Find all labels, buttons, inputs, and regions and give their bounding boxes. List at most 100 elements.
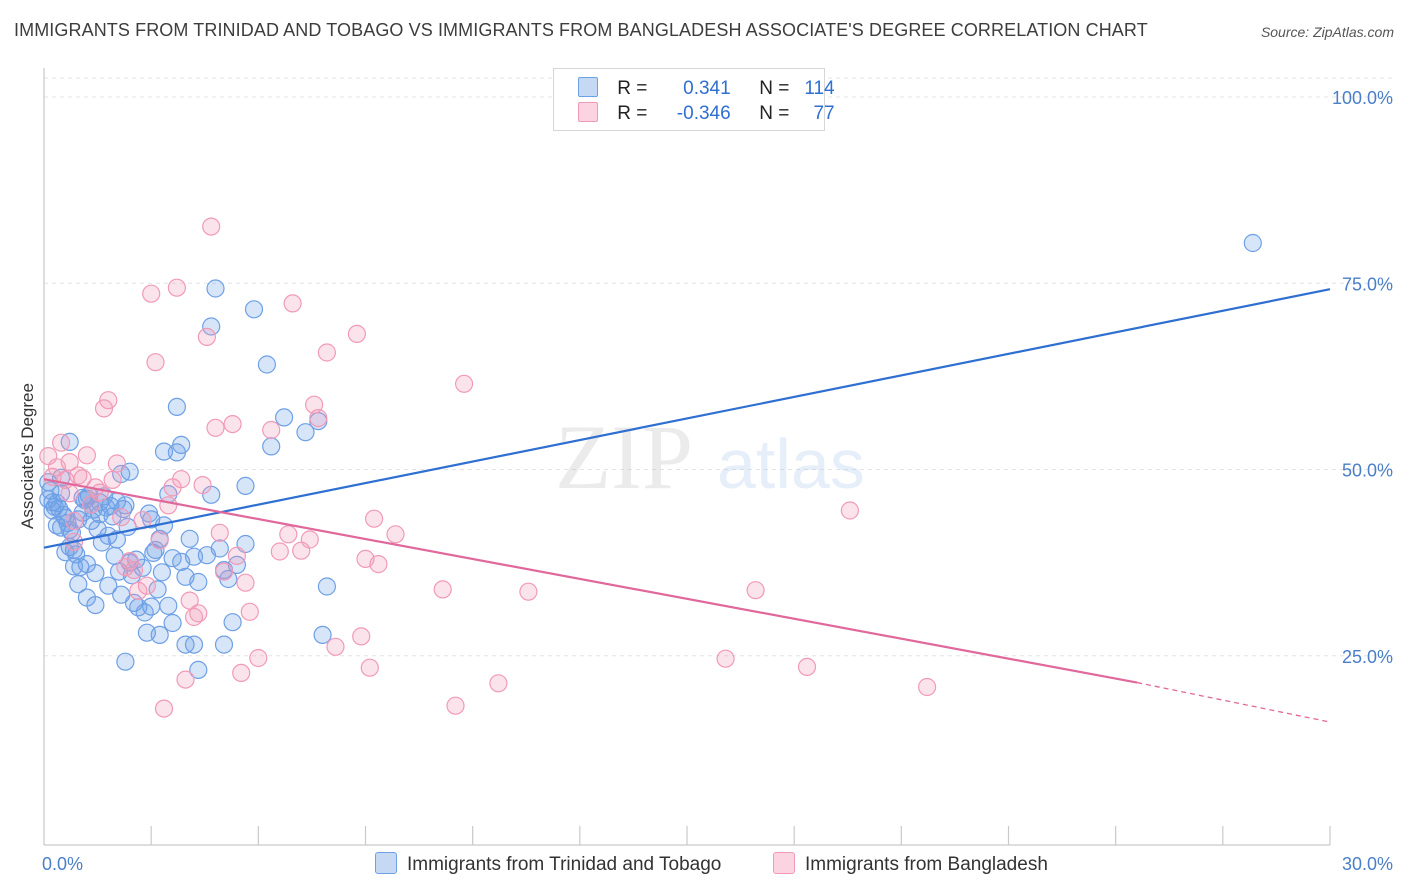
data-point: [189, 572, 208, 592]
data-point: [202, 217, 221, 236]
data-point: [283, 294, 302, 313]
data-point: [99, 576, 118, 595]
data-point: [112, 508, 131, 527]
data-point: [159, 496, 178, 515]
data-point: [172, 470, 191, 489]
data-point: [189, 660, 208, 680]
data-point: [64, 511, 84, 531]
chart-title: IMMIGRANTS FROM TRINIDAD AND TOBAGO VS I…: [14, 20, 1148, 40]
trend-line-extrapolated: [1136, 681, 1331, 723]
data-point: [135, 603, 154, 622]
data-point: [210, 539, 229, 558]
data-point: [150, 531, 169, 550]
data-point: [124, 560, 144, 580]
data-point: [163, 613, 182, 633]
series-bangladesh-points: [39, 217, 937, 718]
data-point: [71, 557, 90, 577]
data-point: [210, 523, 229, 542]
data-point: [232, 663, 251, 683]
data-point: [262, 420, 281, 440]
data-point: [167, 397, 186, 416]
data-point: [116, 652, 135, 671]
chart-source: Source: ZipAtlas.com: [1260, 24, 1394, 40]
data-point: [148, 580, 167, 599]
y-tick-label: 75.0%: [1342, 274, 1393, 294]
data-point: [146, 353, 165, 372]
data-point: [206, 279, 225, 298]
legend-label-trinidad: Immigrants from Trinidad and Tobago: [407, 854, 722, 875]
watermark: ZIP atlas: [555, 406, 865, 508]
legend-item-trinidad[interactable]: Immigrants from Trinidad and Tobago: [375, 852, 721, 876]
data-point: [360, 658, 379, 677]
x-tick-label: 0.0%: [42, 854, 83, 874]
data-point: [137, 576, 156, 595]
legend-swatch-pink: [773, 852, 795, 874]
data-point: [223, 415, 242, 434]
legend-n-label: N =: [759, 78, 790, 99]
data-point: [54, 505, 73, 525]
grid-lines: [44, 77, 1394, 657]
data-point: [150, 625, 169, 645]
stats-legend: R = 0.341 N = 114 R = -0.346 N = 77: [553, 68, 835, 131]
data-point: [446, 696, 465, 715]
data-point: [262, 437, 281, 456]
data-point: [236, 573, 255, 592]
data-point: [167, 278, 186, 297]
data-point: [214, 562, 234, 581]
data-point: [227, 546, 246, 566]
data-point: [519, 582, 538, 601]
data-point: [296, 423, 315, 442]
data-point: [797, 657, 817, 677]
data-point: [309, 409, 328, 428]
data-point: [180, 529, 199, 548]
legend-item-bangladesh[interactable]: Immigrants from Bangladesh: [773, 852, 1048, 876]
data-point: [154, 442, 174, 461]
legend-r-value: -0.346: [676, 103, 731, 124]
data-point: [99, 391, 118, 410]
watermark-atlas: atlas: [717, 425, 865, 503]
legend-label-bangladesh: Immigrants from Bangladesh: [805, 854, 1048, 875]
data-point: [840, 501, 860, 520]
data-point: [159, 596, 178, 615]
data-point: [51, 433, 71, 452]
legend-n-value: 114: [804, 78, 835, 99]
data-point: [189, 604, 208, 623]
x-ticks: [150, 826, 1331, 845]
data-point: [257, 355, 276, 374]
trend-line: [43, 288, 1331, 549]
legend-n-value: 77: [813, 103, 835, 124]
data-point: [489, 674, 508, 693]
legend-n-label: N =: [759, 103, 790, 124]
legend-swatch-blue: [375, 852, 397, 874]
trend-lines: [43, 288, 1331, 723]
data-point: [60, 453, 79, 472]
y-tick-label: 100.0%: [1332, 88, 1393, 108]
data-point: [146, 540, 165, 560]
data-point: [120, 551, 139, 571]
legend-r-label: R =: [617, 103, 648, 124]
y-tick-label: 25.0%: [1342, 647, 1393, 667]
data-point: [176, 670, 195, 689]
data-point: [275, 408, 294, 427]
x-tick-labels: 0.0% 30.0%: [42, 854, 1393, 874]
data-point: [193, 476, 212, 495]
data-point: [172, 435, 191, 454]
data-point: [352, 627, 371, 646]
data-point: [103, 470, 122, 489]
data-point: [142, 284, 161, 303]
data-point: [129, 581, 148, 601]
data-point: [236, 476, 255, 495]
legend-row-trinidad: R = 0.341 N = 114: [578, 77, 835, 99]
data-point: [300, 530, 319, 549]
data-point: [365, 509, 384, 528]
data-point: [455, 374, 474, 393]
data-point: [317, 343, 336, 362]
data-point: [279, 525, 298, 544]
legend-swatch-pink: [578, 102, 598, 122]
data-point: [86, 595, 105, 615]
data-point: [197, 327, 216, 346]
data-point: [60, 484, 79, 503]
data-point: [244, 300, 264, 319]
data-point: [249, 648, 268, 668]
